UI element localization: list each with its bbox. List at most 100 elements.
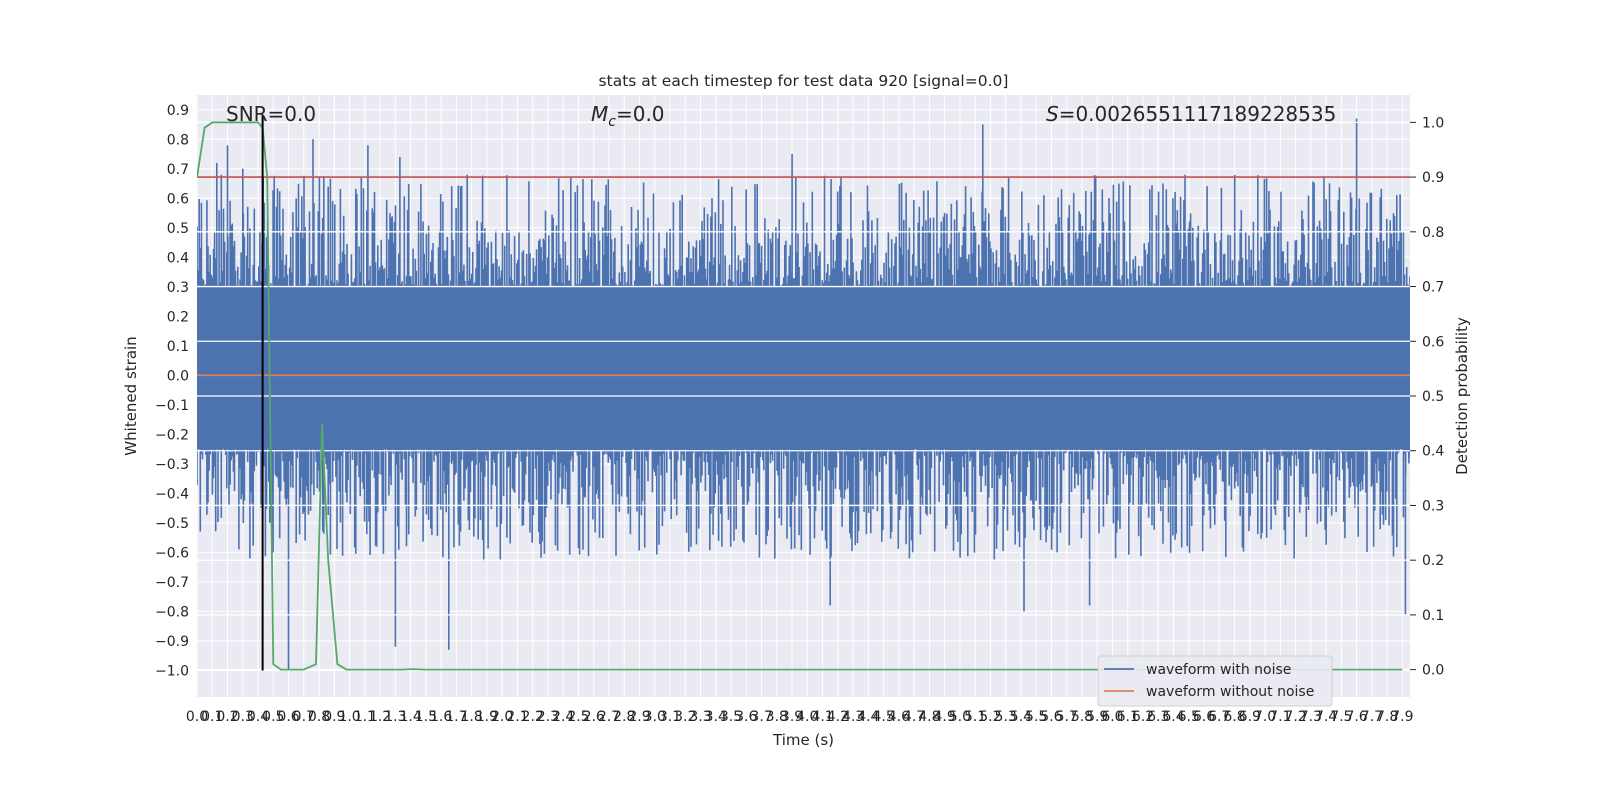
x-tick-label: 6.3 <box>1147 709 1169 725</box>
y-left-tick-label: 0.0 <box>167 368 189 384</box>
y-right-tick-label: 0.6 <box>1422 334 1444 350</box>
x-tick-label: 4.5 <box>872 709 894 725</box>
x-tick-label: 3.1 <box>659 709 681 725</box>
x-tick-label: 5.6 <box>1040 709 1062 725</box>
plot-content <box>197 115 1410 671</box>
x-tick-label: 2.7 <box>598 709 620 725</box>
x-tick-label: 7.9 <box>1391 709 1413 725</box>
y-right-tick-label: 0.2 <box>1422 553 1444 569</box>
x-tick-label: 2.6 <box>583 709 605 725</box>
y-right-tick-label: 0.5 <box>1422 389 1444 405</box>
y-right-tick-label: 0.0 <box>1422 663 1444 679</box>
x-tick-label: 0.3 <box>232 709 254 725</box>
x-tick-label: 6.8 <box>1223 709 1245 725</box>
x-tick-label: 3.0 <box>644 709 666 725</box>
x-tick-label: 5.7 <box>1056 709 1078 725</box>
x-tick-label: 7.6 <box>1345 709 1367 725</box>
y-left-tick-label: 0.9 <box>167 103 189 119</box>
mc-subscript: c <box>608 114 616 130</box>
y-axis-right-label: Detection probability <box>1453 317 1471 475</box>
x-tick-label: 5.3 <box>995 709 1017 725</box>
x-tick-label: 3.5 <box>720 709 742 725</box>
y-left-tick-label: 0.8 <box>167 132 189 148</box>
x-tick-label: 6.5 <box>1178 709 1200 725</box>
x-tick-label: 0.8 <box>308 709 330 725</box>
x-tick-label: 3.9 <box>781 709 803 725</box>
x-tick-label: 1.9 <box>476 709 498 725</box>
x-tick-label: 5.2 <box>979 709 1001 725</box>
y-left-tick-label: 0.3 <box>167 280 189 296</box>
y-right-tick-label: 0.3 <box>1422 498 1444 514</box>
x-tick-label: 4.7 <box>903 709 925 725</box>
x-tick-label: 2.3 <box>537 709 559 725</box>
y-right-tick-label: 0.1 <box>1422 608 1444 624</box>
x-tick-label: 0.0 <box>186 709 208 725</box>
x-tick-label: 1.8 <box>461 709 483 725</box>
y-left-tick-label: −0.9 <box>155 634 189 650</box>
x-tick-label: 4.6 <box>888 709 910 725</box>
chart-title: stats at each timestep for test data 920… <box>599 72 1009 90</box>
x-tick-label: 7.4 <box>1315 709 1337 725</box>
x-tick-label: 4.1 <box>811 709 833 725</box>
x-tick-label: 7.3 <box>1300 709 1322 725</box>
x-axis-ticks: 0.00.10.20.30.40.50.60.70.80.91.01.11.21… <box>186 709 1414 725</box>
s-annotation: S=0.002655111718922853​5 <box>1046 102 1336 126</box>
x-tick-label: 3.6 <box>735 709 757 725</box>
snr-annotation: SNR=0.0 <box>226 102 316 126</box>
y-axis-right-ticks: 0.0 0.1 0.2 0.3 0.4 0.5 0.6 0.7 0.8 0.9 1.0 <box>1410 115 1444 679</box>
legend-label: waveform without noise <box>1146 684 1314 700</box>
x-tick-label: 4.8 <box>918 709 940 725</box>
series-lines <box>197 115 1410 671</box>
x-tick-label: 1.5 <box>415 709 437 725</box>
x-tick-label: 0.4 <box>247 709 269 725</box>
s-symbol: S <box>1046 102 1059 126</box>
y-left-tick-label: 0.7 <box>167 162 189 178</box>
legend-label: waveform with noise <box>1146 662 1291 678</box>
x-tick-label: 7.5 <box>1330 709 1352 725</box>
x-tick-label: 0.1 <box>201 709 223 725</box>
y-left-tick-label: 0.1 <box>167 339 189 355</box>
y-left-tick-label: −0.3 <box>155 457 189 473</box>
x-tick-label: 6.0 <box>1101 709 1123 725</box>
mc-symbol: M <box>591 102 608 126</box>
x-tick-label: 3.4 <box>705 709 727 725</box>
x-tick-label: 1.6 <box>430 709 452 725</box>
x-tick-label: 4.2 <box>827 709 849 725</box>
x-tick-label: 1.7 <box>445 709 467 725</box>
x-tick-label: 4.0 <box>796 709 818 725</box>
x-tick-label: 7.2 <box>1284 709 1306 725</box>
x-tick-label: 3.7 <box>750 709 772 725</box>
x-tick-label: 1.4 <box>399 709 421 725</box>
x-tick-label: 6.1 <box>1117 709 1139 725</box>
x-tick-label: 7.8 <box>1376 709 1398 725</box>
y-right-tick-label: 0.7 <box>1422 280 1444 296</box>
x-tick-label: 1.2 <box>369 709 391 725</box>
x-tick-label: 7.7 <box>1361 709 1383 725</box>
detection-probability-line <box>197 121 1403 671</box>
y-left-tick-label: −0.2 <box>155 427 189 443</box>
x-tick-label: 6.4 <box>1162 709 1184 725</box>
waveform-with-noise-band <box>197 286 1410 450</box>
x-tick-label: 2.1 <box>506 709 528 725</box>
y-right-tick-label: 0.9 <box>1422 170 1444 186</box>
x-tick-label: 5.5 <box>1025 709 1047 725</box>
x-tick-label: 6.6 <box>1193 709 1215 725</box>
x-tick-label: 6.7 <box>1208 709 1230 725</box>
legend-box <box>1097 655 1333 707</box>
x-tick-label: 0.7 <box>293 709 315 725</box>
x-tick-label: 1.3 <box>384 709 406 725</box>
y-axis-left-label: Whitened strain <box>122 336 140 455</box>
x-tick-label: 6.9 <box>1239 709 1261 725</box>
mc-value: =0.0 <box>616 102 665 126</box>
x-tick-label: 2.5 <box>567 709 589 725</box>
x-tick-label: 0.6 <box>277 709 299 725</box>
x-tick-label: 6.2 <box>1132 709 1154 725</box>
y-left-tick-label: −0.4 <box>155 486 189 502</box>
chirp-mass-annotation: Mc=0.0 <box>591 102 665 130</box>
x-tick-label: 7.1 <box>1269 709 1291 725</box>
x-tick-label: 2.8 <box>613 709 635 725</box>
x-tick-label: 2.0 <box>491 709 513 725</box>
y-left-tick-label: −0.6 <box>155 545 189 561</box>
x-tick-label: 3.8 <box>766 709 788 725</box>
